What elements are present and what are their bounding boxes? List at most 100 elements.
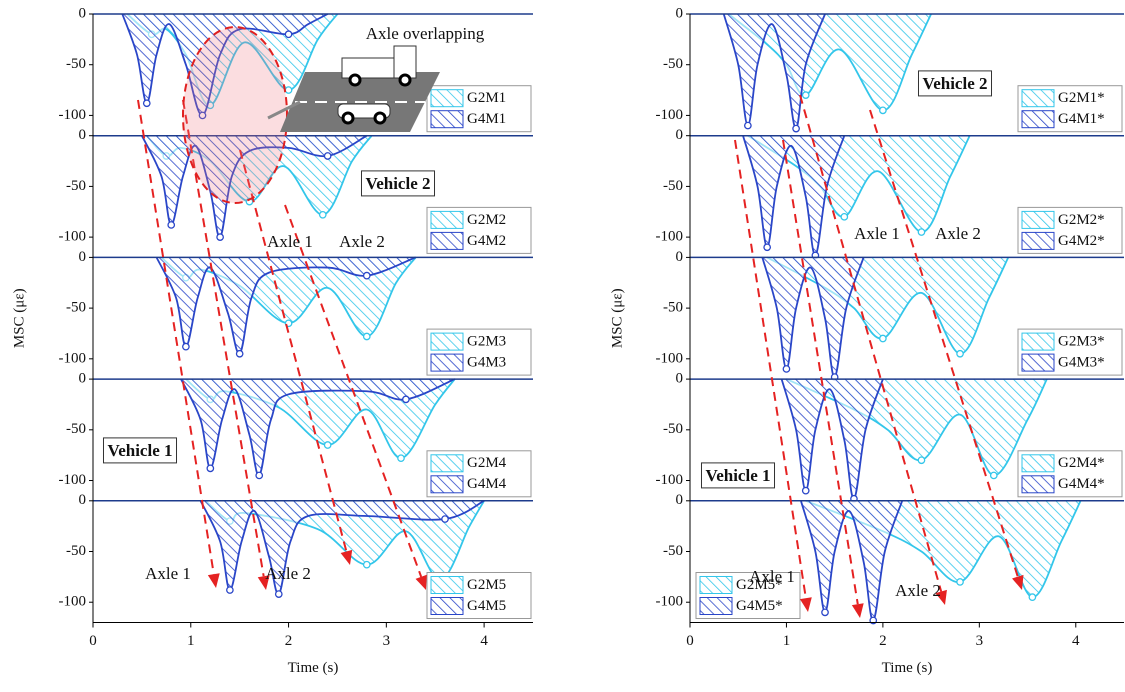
min-marker [362, 332, 371, 341]
legend-label: G4M1* [1058, 111, 1105, 127]
series-area [141, 135, 367, 238]
min-marker [226, 586, 234, 594]
annotation: Vehicle 2 [365, 174, 430, 193]
min-marker [763, 243, 772, 252]
annotation: Axle overlapping [366, 24, 485, 43]
series-area [805, 500, 1081, 598]
min-marker [782, 365, 791, 373]
arrow-head [1012, 574, 1024, 590]
annotation-box [917, 70, 993, 97]
trend-arrow [799, 94, 943, 592]
y-tick-label: -100 [656, 472, 684, 488]
legend-label: G4M5 [467, 598, 506, 614]
legend-swatch [1021, 89, 1055, 108]
legend-swatch [1021, 475, 1055, 494]
y-tick-label: 0 [676, 371, 684, 387]
legend-swatch [1021, 231, 1055, 250]
series-area [743, 135, 845, 256]
legend-label: G2M2* [1058, 212, 1105, 228]
legend-swatch [1021, 454, 1055, 473]
legend-label: G4M2* [1058, 233, 1105, 249]
legend-swatch [1021, 332, 1055, 351]
min-marker [441, 515, 449, 523]
x-tick-label: 2 [285, 633, 293, 649]
legend-swatch [1021, 110, 1055, 129]
min-marker [318, 210, 327, 219]
annotation: Vehicle 1 [705, 466, 770, 485]
legend-label: G2M2 [467, 212, 506, 228]
annotation: Axle 2 [895, 581, 941, 600]
legend-label: G2M5 [467, 577, 506, 593]
x-tick-label: 3 [383, 633, 391, 649]
y-tick-label: 0 [79, 5, 87, 21]
annotation: Axle 1 [854, 224, 900, 243]
min-marker [274, 590, 283, 598]
legend-label: G4M5* [736, 598, 783, 614]
x-tick-label: 3 [976, 633, 984, 649]
overlap-ellipse [182, 26, 288, 204]
annotation: Vehicle 1 [107, 441, 172, 460]
legend-swatch [430, 597, 464, 615]
trend-arrow [869, 109, 1019, 577]
x-axis-label: Time (s) [882, 660, 933, 676]
legend-label: G2M5* [736, 577, 783, 593]
y-tick-label: -50 [66, 178, 86, 194]
min-marker [1028, 593, 1037, 601]
x-tick-label: 4 [1072, 633, 1080, 649]
arrow-head [257, 575, 270, 590]
series-area [800, 500, 903, 621]
y-tick-label: -100 [59, 350, 87, 366]
annotation: Axle 1 [267, 232, 313, 251]
y-tick-label: -50 [663, 543, 683, 559]
min-marker [801, 486, 810, 495]
pointer-arrow [267, 100, 301, 120]
min-marker [323, 441, 332, 449]
legend-swatch [430, 332, 464, 351]
legend-label: G4M4 [467, 476, 507, 492]
y-axis-label: MSC (με) [11, 288, 27, 348]
series-area [156, 257, 416, 354]
arrow-head [207, 573, 220, 588]
y-tick-label: 0 [676, 249, 684, 265]
min-marker [323, 152, 332, 160]
min-marker [917, 456, 926, 465]
y-tick-label: 0 [79, 492, 87, 508]
y-tick-label: -100 [656, 350, 684, 366]
y-tick-label: -50 [66, 421, 86, 437]
min-marker [142, 99, 151, 108]
min-marker [216, 233, 224, 241]
series-area [181, 379, 455, 476]
x-tick-label: 1 [783, 633, 791, 649]
min-marker [879, 334, 887, 343]
min-marker [167, 221, 176, 229]
x-tick-label: 1 [187, 633, 195, 649]
y-tick-label: -50 [66, 543, 86, 559]
y-tick-label: 0 [676, 492, 684, 508]
y-tick-label: -50 [663, 56, 683, 72]
annotation: Axle 2 [265, 564, 311, 583]
legend-swatch [1021, 210, 1055, 229]
legend-label: G4M4* [1058, 476, 1105, 492]
arrow-head [340, 549, 353, 565]
y-tick-label: -100 [59, 229, 87, 245]
legend-swatch [430, 475, 464, 494]
legend-swatch [699, 576, 733, 594]
annotation: Axle 2 [339, 232, 385, 251]
legend-label: G4M2 [467, 233, 506, 249]
y-tick-label: -100 [59, 594, 87, 610]
min-marker [198, 111, 207, 120]
min-marker [402, 395, 410, 404]
min-marker [744, 121, 752, 130]
x-axis-label: Time (s) [288, 660, 339, 676]
y-tick-label: -50 [66, 300, 86, 316]
y-tick-label: -100 [656, 594, 684, 610]
legend-label: G4M3 [467, 355, 506, 371]
x-tick-label: 4 [480, 633, 488, 649]
min-marker [397, 454, 405, 463]
min-marker [879, 106, 887, 115]
min-marker [956, 349, 964, 358]
annotation: Vehicle 2 [922, 74, 987, 93]
min-marker [182, 342, 190, 351]
